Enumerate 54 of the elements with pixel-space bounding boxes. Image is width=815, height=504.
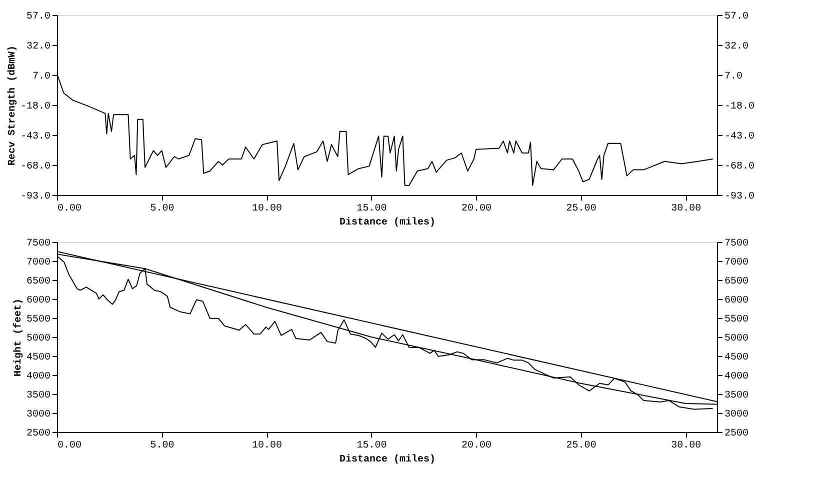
- x-tick-label: 15.00: [356, 440, 387, 452]
- y-tick-label: -43.0: [20, 132, 50, 142]
- y2-tick-label: 4000: [724, 372, 749, 382]
- y-tick-label: 32.0: [26, 42, 50, 52]
- y-tick-label: -68.0: [20, 162, 50, 172]
- y-tick-label: 6000: [26, 296, 50, 306]
- x-tick-label: 25.00: [566, 440, 596, 452]
- y2-tick-label: 3000: [724, 410, 749, 420]
- y2-tick-label: 57.0: [724, 12, 749, 22]
- x-tick-label: 20.00: [462, 204, 492, 214]
- y2-tick-label: 6500: [724, 276, 749, 288]
- y2-tick-label: 5000: [724, 334, 749, 344]
- y2-tick-label: 6000: [724, 296, 749, 306]
- y-axis-title: Height (feet): [12, 298, 24, 377]
- x-tick-label: 10.00: [252, 440, 282, 452]
- y-tick-label: 57.0: [26, 12, 50, 22]
- x-tick-label: 0.00: [58, 440, 82, 452]
- y2-tick-label: -93.0: [724, 192, 755, 202]
- y-tick-label: 3000: [26, 410, 50, 420]
- x-tick-label: 30.00: [671, 440, 702, 452]
- y-tick-label: 2500: [26, 428, 50, 440]
- x-tick-label: 5.00: [150, 204, 174, 214]
- y-tick-label: 3500: [26, 390, 50, 402]
- y-axis-title: Recv Strength (dBmW): [6, 45, 18, 166]
- x-tick-label: 10.00: [252, 204, 282, 214]
- x-tick-label: 5.00: [150, 440, 174, 452]
- y-tick-label: 7000: [26, 258, 50, 268]
- x-tick-label: 20.00: [462, 440, 492, 452]
- x-tick-label: 30.00: [671, 204, 702, 214]
- y2-tick-label: 7.0: [724, 72, 743, 82]
- y-tick-label: 7.0: [32, 72, 50, 82]
- y2-tick-label: 32.0: [724, 42, 749, 52]
- y2-tick-label: -68.0: [724, 162, 755, 172]
- y2-tick-label: 5500: [724, 314, 749, 326]
- y-tick-label: 4500: [26, 352, 50, 364]
- y2-tick-label: 7500: [724, 238, 749, 250]
- y-tick-label: 5000: [26, 334, 50, 344]
- y2-tick-label: 4500: [724, 352, 749, 364]
- y2-tick-label: 3500: [724, 390, 749, 402]
- y2-tick-label: -43.0: [724, 132, 755, 142]
- y-tick-label: -93.0: [20, 192, 50, 202]
- x-tick-label: 0.00: [58, 204, 82, 214]
- x-axis-title: Distance (miles): [339, 216, 436, 228]
- y2-tick-label: 2500: [724, 428, 749, 440]
- y-tick-label: 6500: [26, 276, 50, 288]
- x-tick-label: 25.00: [566, 204, 596, 214]
- y-tick-label: 7500: [26, 238, 50, 250]
- y-tick-label: -18.0: [20, 102, 50, 112]
- x-axis-title: Distance (miles): [339, 454, 436, 466]
- y-tick-label: 5500: [26, 314, 50, 326]
- y2-tick-label: 7000: [724, 258, 749, 268]
- x-tick-label: 15.00: [356, 204, 387, 214]
- y-tick-label: 4000: [26, 372, 50, 382]
- y2-tick-label: -18.0: [724, 102, 755, 112]
